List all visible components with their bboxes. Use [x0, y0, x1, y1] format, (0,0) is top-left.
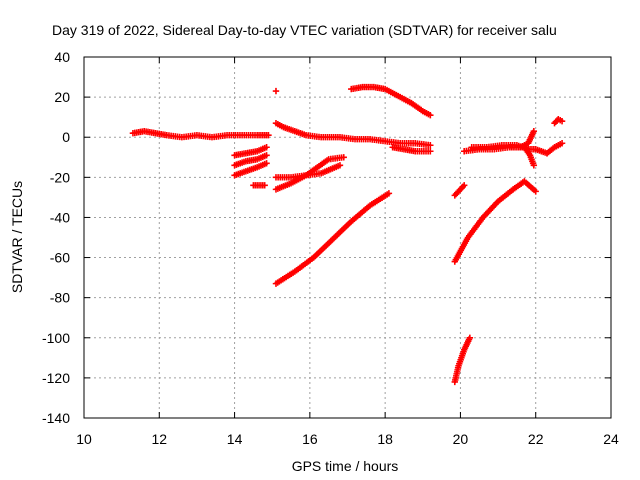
data-segment: [451, 182, 468, 199]
data-point: [558, 140, 566, 147]
y-tick-label: -20: [50, 169, 70, 185]
data-segment: [272, 154, 347, 193]
y-tick-label: 40: [54, 49, 70, 65]
data-segment: [272, 119, 434, 149]
y-axis-label: SDTVAR / TECUs: [9, 181, 25, 293]
data-point: [340, 154, 347, 161]
grid-lines: [84, 57, 611, 418]
plot-frame: [83, 56, 612, 419]
data-point: [336, 162, 344, 169]
data-point: [265, 132, 272, 139]
data-segment: [543, 140, 566, 157]
x-tick-label: 16: [302, 431, 318, 447]
x-tick-label: 24: [603, 431, 619, 447]
data-point: [427, 148, 434, 155]
y-tick-label: 20: [54, 89, 70, 105]
data-segment: [521, 144, 538, 169]
data-segment: [231, 152, 270, 169]
y-tick-label: -40: [50, 209, 70, 225]
x-tick-label: 22: [528, 431, 544, 447]
data-point: [466, 334, 474, 341]
y-tick-label: 0: [62, 129, 70, 145]
data-segment: [272, 87, 280, 95]
data-point: [263, 144, 270, 151]
x-axis-label: GPS time / hours: [292, 458, 399, 474]
data-point: [272, 87, 280, 95]
data-point: [530, 128, 538, 135]
x-tick-label: 14: [227, 431, 243, 447]
y-tick-label: -120: [42, 370, 70, 386]
data-segment: [250, 182, 268, 189]
data-point: [532, 188, 539, 195]
data-point: [460, 182, 468, 189]
x-tick-label: 20: [453, 431, 469, 447]
data-segment: [231, 144, 270, 159]
data-point: [263, 152, 270, 159]
data-segment: [451, 334, 474, 386]
x-tick-label: 10: [76, 431, 92, 447]
data-segment: [129, 128, 272, 141]
y-tick-label: -140: [42, 410, 70, 426]
data-segment: [272, 190, 393, 287]
axis-ticks: 10 12 14 16 18 20 22 24 40 20 0 -20 -40 -60 -80 -100 -12…: [42, 49, 619, 447]
y-tick-label: -100: [42, 330, 70, 346]
data-point: [530, 162, 538, 169]
data-segment: [272, 162, 344, 181]
data-point: [261, 182, 268, 189]
x-tick-label: 12: [151, 431, 167, 447]
data-point: [558, 117, 566, 125]
data-point: [427, 142, 434, 149]
x-tick-label: 18: [377, 431, 393, 447]
data-segment: [231, 160, 270, 179]
data-point: [385, 190, 393, 197]
data-segment: [551, 115, 566, 127]
data-segment: [389, 144, 434, 155]
chart-title: Day 319 of 2022, Sidereal Day-to-day VTE…: [52, 22, 557, 38]
y-tick-label: -80: [50, 290, 70, 306]
data-point: [427, 111, 434, 119]
y-tick-label: -60: [50, 250, 70, 266]
data-point: [263, 160, 270, 167]
data-points: [129, 83, 566, 386]
data-segment: [348, 83, 434, 119]
data-segment: [451, 178, 539, 265]
